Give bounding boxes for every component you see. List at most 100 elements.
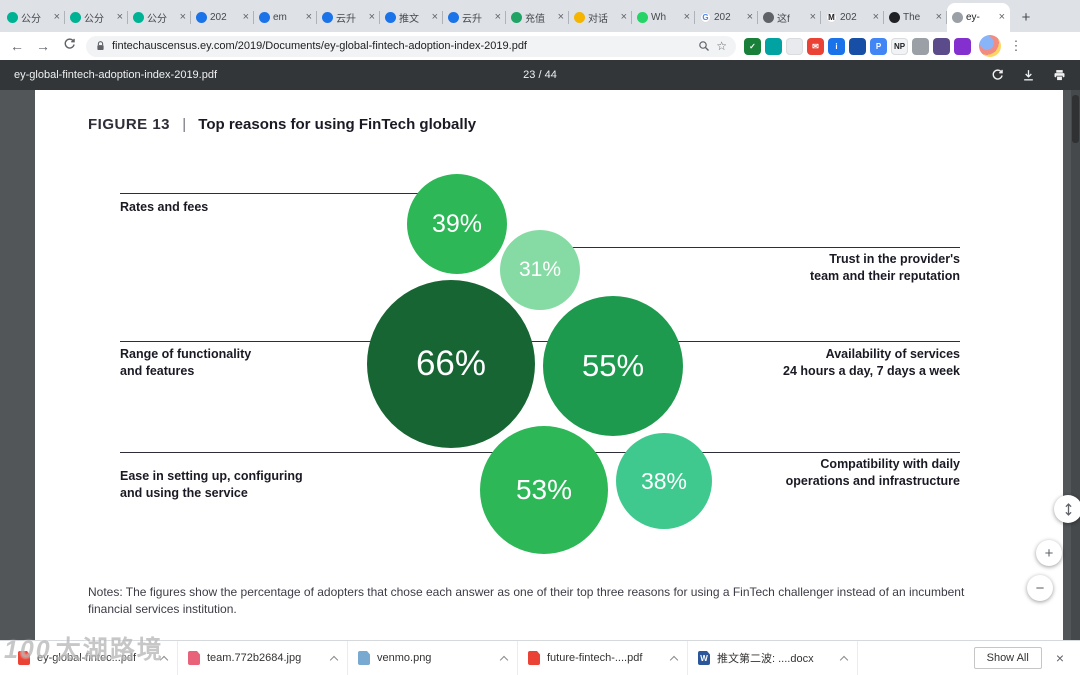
download-filename: venmo.png [377, 652, 432, 664]
browser-tab[interactable]: 公分 × [2, 3, 65, 32]
back-icon[interactable]: ← [10, 38, 24, 54]
extension-icon[interactable] [954, 37, 971, 55]
tab-favicon: M [826, 12, 837, 23]
tab-favicon [70, 12, 81, 23]
tab-close-icon[interactable]: × [746, 11, 753, 23]
downloads-close-icon[interactable]: × [1055, 650, 1064, 666]
download-item[interactable]: venmo.png [348, 641, 518, 675]
tab-label: 公分 [21, 14, 41, 25]
tab-close-icon[interactable]: × [431, 11, 438, 23]
browser-tab[interactable]: 这f × [758, 3, 821, 32]
tab-label: 202 [210, 12, 227, 23]
tab-close-icon[interactable]: × [368, 11, 375, 23]
doc-file-icon: W [698, 651, 710, 665]
forward-icon[interactable]: → [36, 38, 50, 54]
tab-close-icon[interactable]: × [998, 11, 1005, 23]
video-watermark: 100 太湖路境 [4, 636, 164, 664]
tab-close-icon[interactable]: × [809, 11, 816, 23]
tab-favicon [889, 12, 900, 23]
zoom-out-button[interactable]: − [1027, 575, 1053, 601]
browser-tab[interactable]: Wh × [632, 3, 695, 32]
extension-icon[interactable]: ✉ [807, 37, 824, 55]
tab-favicon [448, 12, 459, 23]
download-icon[interactable] [1022, 69, 1035, 82]
tab-close-icon[interactable]: × [620, 11, 627, 23]
lock-icon[interactable] [95, 40, 106, 52]
pdf-page-indicator[interactable]: 23 / 44 [523, 69, 557, 81]
bookmark-star-icon[interactable]: ☆ [716, 39, 727, 53]
tab-close-icon[interactable]: × [935, 11, 942, 23]
connector-line [570, 247, 960, 248]
browser-tab[interactable]: The × [884, 3, 947, 32]
extension-icon[interactable] [849, 37, 866, 55]
download-item[interactable]: W 推文第二波: ....docx [688, 641, 858, 675]
download-item[interactable]: ey-global-fintec...pdf [8, 641, 178, 675]
scrollbar[interactable] [1071, 90, 1080, 640]
tab-close-icon[interactable]: × [872, 11, 879, 23]
extension-icon[interactable]: i [828, 37, 845, 55]
download-item[interactable]: future-fintech-....pdf [518, 641, 688, 675]
browser-tab[interactable]: ey- × [947, 3, 1010, 32]
tab-close-icon[interactable]: × [494, 11, 501, 23]
extension-icon[interactable]: NP [891, 37, 908, 55]
profile-avatar[interactable] [979, 35, 1001, 57]
extension-icon[interactable]: P [870, 37, 887, 55]
tab-close-icon[interactable]: × [116, 11, 123, 23]
print-icon[interactable] [1053, 69, 1066, 82]
tab-close-icon[interactable]: × [683, 11, 690, 23]
browser-tab[interactable]: M 202 × [821, 3, 884, 32]
chevron-up-icon[interactable] [329, 655, 339, 664]
tab-close-icon[interactable]: × [53, 11, 60, 23]
browser-tab[interactable]: 推文 × [380, 3, 443, 32]
url-text[interactable]: fintechauscensus.ey.com/2019/Documents/e… [112, 40, 527, 52]
tab-close-icon[interactable]: × [557, 11, 564, 23]
extension-icon[interactable] [933, 37, 950, 55]
new-tab-button[interactable]: + [1021, 8, 1031, 26]
browser-tab[interactable]: 充值 × [506, 3, 569, 32]
browser-tab[interactable]: 云升 × [443, 3, 506, 32]
fit-page-button[interactable] [1054, 495, 1080, 523]
bubble-38-percent: 38% [616, 433, 712, 529]
browser-tab[interactable]: G 202 × [695, 3, 758, 32]
refresh-icon[interactable] [60, 38, 78, 54]
extension-icon[interactable] [786, 37, 803, 55]
scrollbar-thumb[interactable] [1072, 95, 1079, 143]
zoom-in-button[interactable]: + [1036, 540, 1062, 566]
url-field[interactable]: fintechauscensus.ey.com/2019/Documents/e… [86, 35, 736, 57]
download-item[interactable]: team.772b2684.jpg [178, 641, 348, 675]
pdf-page: FIGURE 13 | Top reasons for using FinTec… [35, 90, 1063, 640]
extension-icon[interactable]: ✓ [744, 37, 761, 55]
tab-close-icon[interactable]: × [242, 11, 249, 23]
chevron-up-icon[interactable] [839, 655, 849, 664]
extension-icon[interactable] [765, 37, 782, 55]
browser-tab[interactable]: 公分 × [65, 3, 128, 32]
browser-tab[interactable]: 云升 × [317, 3, 380, 32]
chevron-up-icon[interactable] [669, 655, 679, 664]
pdf-file-icon [528, 651, 540, 665]
browser-tab[interactable]: 202 × [191, 3, 254, 32]
tab-label: 这f [777, 14, 790, 25]
category-label: Trust in the provider's team and their re… [809, 252, 960, 283]
browser-tab[interactable]: 公分 × [128, 3, 191, 32]
zoom-page-icon[interactable] [698, 40, 710, 52]
tab-favicon [196, 12, 207, 23]
browser-tab[interactable]: 对话 × [569, 3, 632, 32]
browser-tab[interactable]: em × [254, 3, 317, 32]
tab-label: 对话 [588, 14, 608, 25]
browser-menu-icon[interactable]: ⋮ [1009, 38, 1023, 53]
figure-number: FIGURE 13 [88, 116, 171, 133]
connector-line [120, 193, 475, 194]
tab-label: em [273, 12, 287, 23]
extension-icon[interactable] [912, 37, 929, 55]
tab-close-icon[interactable]: × [305, 11, 312, 23]
show-all-downloads-button[interactable]: Show All [973, 647, 1042, 669]
figure-title: Top reasons for using FinTech globally [198, 116, 477, 133]
tab-favicon [7, 12, 18, 23]
tab-favicon [637, 12, 648, 23]
tab-close-icon[interactable]: × [179, 11, 186, 23]
tab-favicon [574, 12, 585, 23]
chevron-up-icon[interactable] [499, 655, 509, 664]
tab-label: 推文 [399, 14, 419, 25]
rotate-icon[interactable] [991, 68, 1004, 82]
